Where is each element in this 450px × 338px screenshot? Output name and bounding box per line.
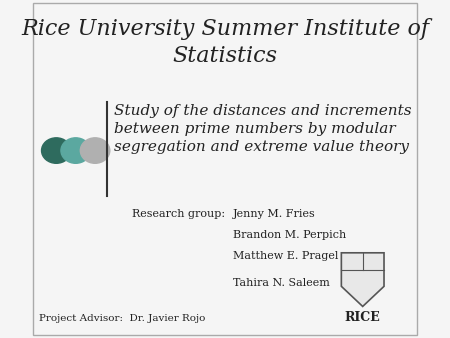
Text: Jenny M. Fries: Jenny M. Fries [233, 209, 315, 219]
Text: Research group:: Research group: [132, 209, 225, 219]
Circle shape [81, 138, 110, 163]
Text: Matthew E. Pragel: Matthew E. Pragel [233, 251, 338, 261]
Polygon shape [342, 253, 384, 307]
Text: Brandon M. Perpich: Brandon M. Perpich [233, 230, 346, 240]
Text: Study of the distances and increments
between prime numbers by modular
segregati: Study of the distances and increments be… [114, 104, 412, 154]
Text: Tahira N. Saleem: Tahira N. Saleem [233, 278, 330, 288]
Circle shape [41, 138, 71, 163]
Circle shape [61, 138, 90, 163]
Text: Project Advisor:  Dr. Javier Rojo: Project Advisor: Dr. Javier Rojo [39, 314, 205, 323]
Text: RICE: RICE [345, 312, 381, 324]
Text: Rice University Summer Institute of
Statistics: Rice University Summer Institute of Stat… [21, 18, 429, 67]
